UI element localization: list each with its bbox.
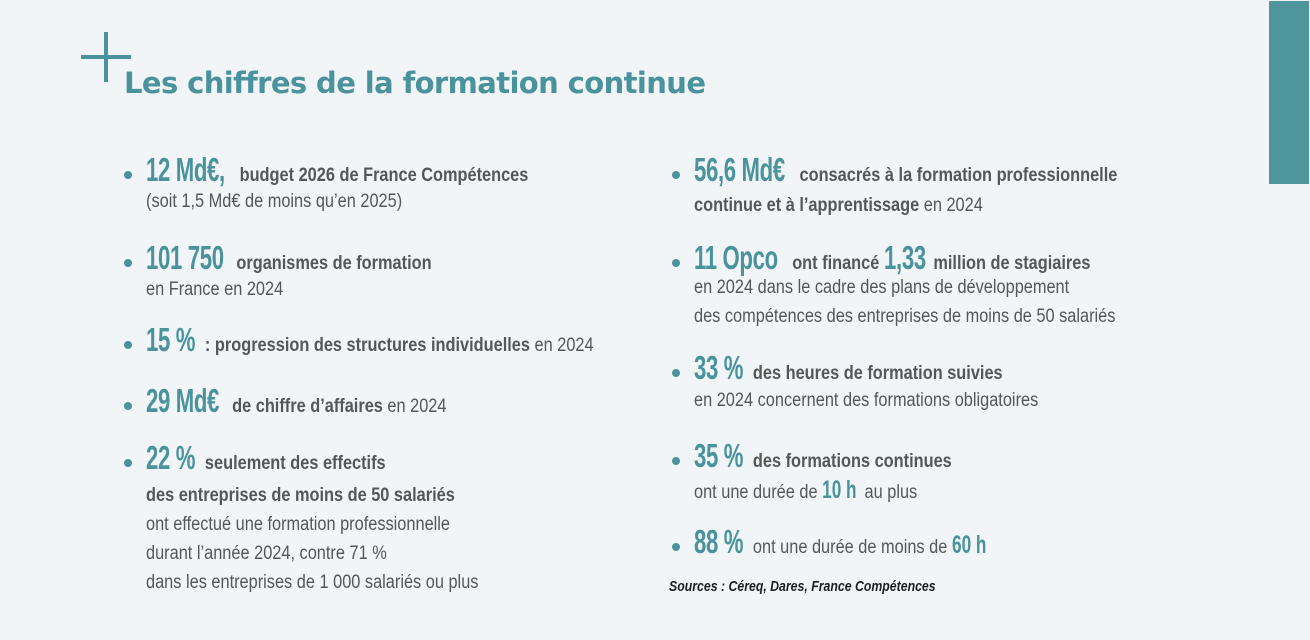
stat-figure: 101 750 xyxy=(146,239,224,276)
stat-text-bold: des formations continues xyxy=(752,451,952,472)
bullet-icon xyxy=(672,369,680,377)
bullet-icon xyxy=(672,259,680,267)
stat-text-bold: : progression des structures individuell… xyxy=(204,335,530,356)
stat-text: en France en 2024 xyxy=(146,279,284,300)
stat-figure: 56,6 Md€ xyxy=(694,151,785,188)
stat-text: en 2024 dans le cadre des plans de dével… xyxy=(694,277,1070,298)
bullet-icon xyxy=(672,457,680,465)
stat-text: ont une durée de moins de xyxy=(752,537,948,558)
bullet-icon xyxy=(124,402,132,410)
stat-text: en 2024 xyxy=(923,195,983,216)
stat-text-bold: des entreprises de moins de 50 salariés xyxy=(146,485,455,506)
page-title: Les chiffres de la formation continue xyxy=(124,66,706,100)
bullet-icon xyxy=(672,171,680,179)
stat-text-bold: de chiffre d’affaires xyxy=(232,396,383,417)
stat-text: en 2024 concernent des formations obliga… xyxy=(694,390,1039,411)
stat-figure: 35 % xyxy=(694,437,744,474)
stat-text: dans les entreprises de 1 000 salariés o… xyxy=(146,572,479,593)
stat-text: en 2024 xyxy=(387,396,447,417)
stat-figure: 15 % xyxy=(146,321,196,358)
bullet-icon xyxy=(124,341,132,349)
plus-icon xyxy=(81,32,131,82)
bullet-icon xyxy=(124,171,132,179)
bullet-icon xyxy=(672,543,680,551)
stat-text-bold: continue et à l’apprentissage xyxy=(694,195,920,216)
stat-text-bold: seulement des effectifs xyxy=(204,453,386,474)
stat-text-bold: ont financé xyxy=(792,253,880,274)
stat-figure: 29 Md€ xyxy=(146,382,220,419)
stat-highlight: 60 h xyxy=(951,531,987,559)
stat-figure: 12 Md€, xyxy=(146,151,225,188)
stat-text: ont effectué une formation professionnel… xyxy=(146,514,451,535)
sources-note: Sources : Céreq, Dares, France Compétenc… xyxy=(669,578,936,595)
stat-text: ont une durée de xyxy=(694,482,818,503)
stat-text-bold: million de stagiaires xyxy=(933,253,1091,274)
stat-figure: 33 % xyxy=(694,349,744,386)
stat-text: des compétences des entreprises de moins… xyxy=(694,306,1116,327)
stat-figure: 11 Opco xyxy=(694,239,778,276)
stat-text: en 2024 xyxy=(534,335,594,356)
stat-figure-secondary: 1,33 xyxy=(883,239,926,276)
stat-text-bold: consacrés à la formation professionnelle xyxy=(799,165,1118,186)
accent-bar xyxy=(1269,1,1309,184)
stat-text-bold: budget 2026 de France Compétences xyxy=(239,165,529,186)
bullet-icon xyxy=(124,459,132,467)
stat-figure: 22 % xyxy=(146,439,196,476)
stat-text-bold: organismes de formation xyxy=(236,253,432,274)
stat-text: au plus xyxy=(864,482,918,503)
bullet-icon xyxy=(124,259,132,267)
stat-text-bold: des heures de formation suivies xyxy=(752,363,1003,384)
stat-figure: 88 % xyxy=(694,523,744,560)
stat-highlight: 10 h xyxy=(822,476,857,504)
stat-text: (soit 1,5 Md€ de moins qu’en 2025) xyxy=(146,191,403,212)
stat-text: durant l’année 2024, contre 71 % xyxy=(146,543,387,564)
